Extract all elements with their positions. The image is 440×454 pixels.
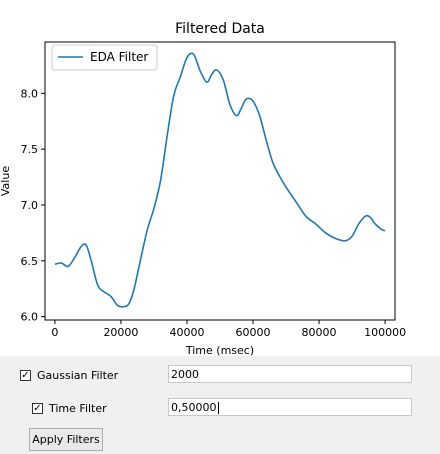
gaussian-filter-checkbox[interactable]: ✓ (20, 370, 31, 381)
x-tick-label: 80000 (302, 326, 337, 339)
text-caret (217, 402, 219, 414)
legend-label: EDA Filter (90, 50, 148, 64)
time-filter-row: ✓ Time Filter (32, 402, 107, 415)
x-tick-label: 0 (51, 326, 58, 339)
legend-box (51, 44, 158, 71)
filter-controls: ✓ Gaussian Filter 2000 ✓ Time Filter 0,5… (0, 356, 440, 454)
y-tick-label: 6.0 (21, 311, 39, 324)
y-tick-label: 8.0 (21, 87, 39, 100)
y-axis-label: Value (0, 166, 12, 196)
line-chart: 0 20000 40000 60000 80000 100000 6.0 6.5 7.0 7.5 8… (0, 21, 406, 356)
x-axis-label: Time (msec) (185, 344, 254, 356)
y-tick-label: 6.5 (21, 255, 39, 268)
eda-filter-series-line (54, 52, 386, 308)
plot-frame (44, 41, 396, 321)
plot-area: 0 20000 40000 60000 80000 100000 6.0 6.5 7.0 7.5 8… (0, 0, 440, 356)
apply-filters-button[interactable]: Apply Filters (29, 428, 103, 451)
time-filter-input-value: 0,50000 (171, 401, 217, 414)
time-filter-input[interactable]: 0,50000 (168, 398, 412, 416)
gaussian-filter-label: Gaussian Filter (37, 369, 119, 382)
x-tick-label: 100000 (364, 326, 406, 339)
gaussian-filter-row: ✓ Gaussian Filter (20, 369, 118, 382)
y-tick-label: 7.0 (21, 199, 39, 212)
x-tick-label: 60000 (236, 326, 271, 339)
gaussian-filter-input[interactable]: 2000 (168, 365, 412, 383)
x-tick-label: 20000 (103, 326, 138, 339)
time-filter-label: Time Filter (49, 402, 107, 415)
y-tick-label: 7.5 (21, 143, 39, 156)
x-tick-label: 40000 (169, 326, 204, 339)
time-filter-checkbox[interactable]: ✓ (32, 403, 43, 414)
chart-title: Filtered Data (175, 21, 265, 37)
